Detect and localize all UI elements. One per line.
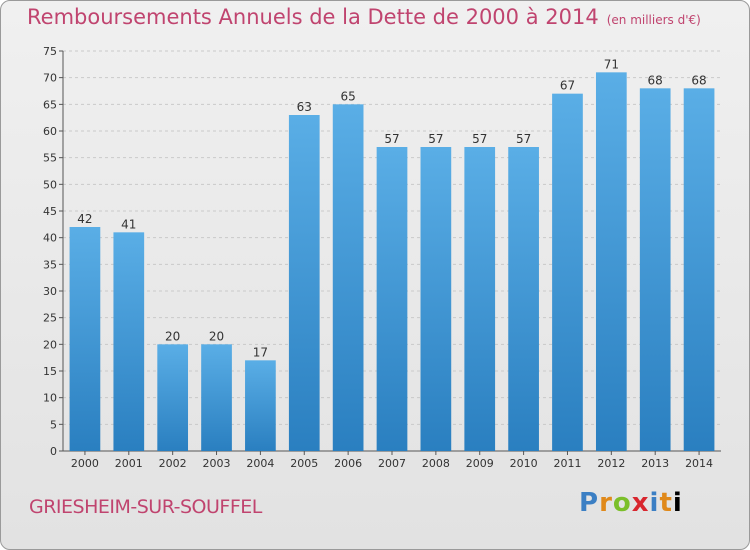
bar-value-label: 57 [472, 132, 487, 146]
bar [508, 147, 539, 451]
proxiti-logo[interactable]: Proxiti [579, 488, 683, 518]
bar-value-label: 65 [340, 89, 355, 103]
y-tick-label: 60 [43, 125, 57, 138]
bar [639, 88, 671, 451]
chart-title-text: Remboursements Annuels de la Dette de 20… [27, 5, 599, 29]
bar-value-label: 20 [165, 329, 180, 343]
x-tick-label: 2008 [422, 457, 450, 470]
y-tick-label: 30 [43, 285, 57, 298]
x-tick-label: 2001 [115, 457, 143, 470]
bar-value-label: 42 [77, 212, 92, 226]
bar [201, 344, 232, 451]
y-tick-label: 55 [43, 152, 57, 165]
bar [595, 72, 627, 451]
bar-value-label: 57 [384, 132, 399, 146]
chart-subtitle: (en milliers d'€) [606, 13, 701, 27]
bar-value-label: 17 [253, 345, 268, 359]
bar-value-label: 67 [560, 79, 575, 93]
y-tick-label: 10 [43, 392, 57, 405]
bar-value-label: 71 [604, 57, 619, 71]
y-tick-label: 0 [50, 445, 57, 458]
bar-value-label: 57 [428, 132, 443, 146]
y-tick-label: 35 [43, 258, 57, 271]
x-tick-label: 2006 [334, 457, 362, 470]
x-tick-label: 2002 [159, 457, 187, 470]
y-tick-label: 5 [50, 418, 57, 431]
bar [332, 104, 364, 451]
bar-value-label: 41 [121, 217, 136, 231]
bar-value-label: 57 [516, 132, 531, 146]
bar-value-label: 68 [648, 73, 663, 87]
x-tick-label: 2012 [597, 457, 625, 470]
y-tick-label: 25 [43, 312, 57, 325]
x-tick-label: 2014 [685, 457, 713, 470]
bar [113, 232, 145, 451]
bar [420, 147, 452, 451]
x-tick-label: 2000 [71, 457, 99, 470]
bar [245, 360, 276, 451]
x-tick-label: 2005 [290, 457, 318, 470]
x-tick-label: 2007 [378, 457, 406, 470]
y-tick-label: 40 [43, 232, 57, 245]
bar-value-label: 63 [297, 100, 312, 114]
bar [683, 88, 715, 451]
x-tick-label: 2009 [466, 457, 494, 470]
x-tick-label: 2010 [510, 457, 538, 470]
bar [288, 115, 320, 451]
y-tick-label: 65 [43, 98, 57, 111]
x-tick-label: 2004 [246, 457, 274, 470]
bar [552, 93, 583, 452]
y-tick-label: 70 [43, 72, 57, 85]
x-tick-label: 2011 [553, 457, 581, 470]
y-tick-label: 50 [43, 178, 57, 191]
chart-title: Remboursements Annuels de la Dette de 20… [27, 5, 701, 29]
bar-value-label: 68 [691, 73, 706, 87]
bar-value-label: 20 [209, 329, 224, 343]
y-tick-label: 20 [43, 338, 57, 351]
bar [69, 227, 101, 451]
city-name: GRIESHEIM-SUR-SOUFFEL [29, 496, 262, 518]
y-tick-label: 45 [43, 205, 57, 218]
y-tick-label: 15 [43, 365, 57, 378]
bar [464, 147, 496, 451]
bar [376, 147, 408, 451]
x-tick-label: 2003 [203, 457, 231, 470]
bar [157, 344, 189, 451]
y-tick-label: 75 [43, 45, 57, 58]
x-tick-label: 2013 [641, 457, 669, 470]
